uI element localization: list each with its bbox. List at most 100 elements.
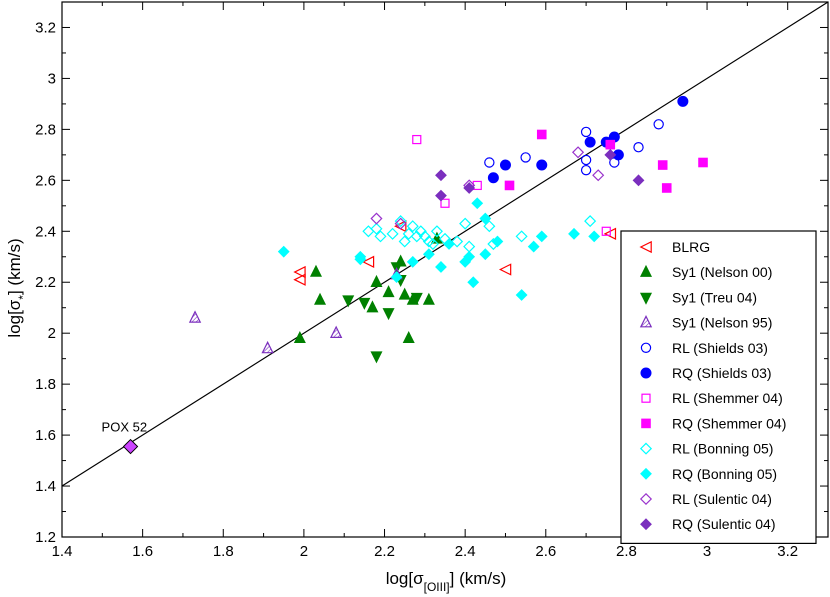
data-point-rl-shields-03 [653, 119, 664, 130]
data-point-rq-shields-03 [677, 95, 689, 107]
data-point-rq-sulentic-04 [435, 169, 447, 182]
data-point-rl-shields-03 [580, 126, 592, 138]
data-point-rl-bonning-05 [451, 235, 464, 248]
data-point-rl-shields-03 [633, 142, 644, 153]
data-point-rl-shields-03 [484, 157, 495, 168]
x-tick-label: 1.6 [132, 543, 153, 560]
data-point-rl-bonning-05 [463, 240, 476, 253]
legend-label: RL (Shemmer 04) [672, 390, 783, 406]
x-tick-label: 1.8 [213, 543, 234, 560]
y-tick-label: 3.2 [35, 19, 56, 36]
data-point-rl-bonning-05 [515, 230, 528, 243]
data-point-rl-bonning-05 [398, 235, 411, 248]
data-point-rl-bonning-05 [483, 220, 496, 233]
data-point-sy1-nelson-00 [370, 274, 383, 287]
data-point-rl-shields-03 [580, 154, 592, 166]
data-point-sy1-nelson-95 [329, 325, 343, 338]
data-point-rq-bonning-05 [535, 230, 548, 243]
y-tick-label: 3 [48, 70, 56, 87]
data-point-rl-sulentic-04 [370, 212, 383, 225]
data-point-rl-shemmer-04 [412, 134, 422, 145]
data-point-rq-bonning-05 [435, 261, 447, 273]
data-point-rq-bonning-05 [390, 271, 403, 284]
legend-label: RQ (Sulentic 04) [672, 516, 775, 532]
data-point-pox-52 [122, 438, 139, 455]
data-point-blrg [361, 255, 375, 269]
data-points [122, 95, 708, 455]
legend-label: Sy1 (Nelson 00) [672, 264, 772, 280]
x-tick-label: 3 [703, 543, 711, 560]
data-point-rl-shields-03 [520, 152, 531, 163]
data-point-sy1-nelson-00 [382, 285, 395, 298]
legend-marker [639, 292, 653, 305]
x-tick-label: 3.2 [777, 543, 798, 560]
data-point-rl-bonning-05 [430, 225, 443, 238]
data-point-rq-shields-03 [499, 159, 511, 171]
data-point-rq-bonning-05 [568, 227, 580, 240]
data-point-rq-bonning-05 [515, 289, 528, 301]
data-point-rq-shemmer-04 [536, 129, 547, 140]
legend-marker [640, 467, 652, 480]
data-point-rq-bonning-05 [588, 230, 601, 243]
legend-label: Sy1 (Treu 04) [672, 289, 757, 305]
x-tick-label: 2 [300, 543, 308, 560]
data-point-rl-shemmer-04 [601, 226, 611, 236]
legend-box [620, 230, 817, 544]
data-point-sy1-treu-04 [410, 292, 423, 305]
data-point-sy1-treu-04 [382, 308, 395, 321]
y-tick-label: 2.6 [35, 172, 56, 189]
legend-label: RQ (Shemmer 04) [672, 415, 786, 431]
legend-marker [639, 315, 653, 328]
data-point-rl-sulentic-04 [571, 146, 585, 159]
data-point-rl-bonning-05 [394, 215, 407, 228]
legend-marker [641, 418, 651, 429]
legend-label: RL (Bonning 05) [672, 441, 773, 457]
data-point-rl-bonning-05 [459, 217, 472, 230]
data-point-rq-shemmer-04 [504, 180, 515, 191]
y-tick-label: 1.2 [35, 529, 56, 546]
pox52-annotation: POX 52 [102, 420, 148, 435]
data-point-sy1-treu-04 [342, 295, 355, 308]
data-point-rl-sulentic-04 [592, 169, 605, 182]
data-point-rl-sulentic-04 [394, 217, 407, 230]
data-point-rl-bonning-05 [374, 230, 387, 243]
data-point-sy1-nelson-00 [314, 292, 327, 305]
data-point-rq-bonning-05 [527, 240, 540, 253]
legend-marker [640, 367, 652, 379]
plot-frame [61, 1, 829, 538]
data-point-blrg [498, 263, 512, 276]
data-point-rl-bonning-05 [410, 230, 423, 243]
legend-marker [640, 342, 652, 353]
data-point-rq-bonning-05 [277, 245, 290, 258]
legend-marker [639, 442, 653, 455]
data-point-rl-bonning-05 [418, 230, 431, 243]
x-tick-label: 2.6 [535, 543, 556, 560]
data-point-sy1-nelson-00 [366, 300, 379, 313]
data-point-rl-shemmer-04 [472, 180, 482, 191]
data-point-rl-bonning-05 [406, 220, 419, 233]
legend-label: RL (Sulentic 04) [672, 491, 772, 507]
data-point-rq-shemmer-04 [661, 183, 672, 193]
legend-label: RQ (Bonning 05) [672, 466, 777, 482]
data-point-sy1-nelson-95 [188, 310, 202, 323]
data-point-rl-bonning-05 [426, 237, 439, 251]
data-point-rq-sulentic-04 [604, 148, 617, 161]
x-tick-label: 2.4 [455, 543, 476, 560]
data-point-sy1-nelson-95 [261, 340, 274, 354]
data-point-blrg [293, 265, 306, 279]
data-point-rq-sulentic-04 [463, 182, 476, 194]
data-point-sy1-treu-04 [370, 351, 383, 364]
y-tick-label: 2.2 [35, 274, 56, 291]
y-tick-label: 1.6 [35, 427, 56, 444]
data-point-rq-bonning-05 [463, 250, 476, 263]
data-point-rq-bonning-05 [467, 276, 480, 289]
data-point-sy1-nelson-00 [309, 264, 322, 277]
legend: BLRG Sy1 (Nelson 00) Sy1 (Treu 04) Sy1 (Nel… [620, 230, 817, 544]
data-point-sy1-nelson-00 [402, 330, 415, 343]
data-point-rq-sulentic-04 [435, 189, 447, 202]
data-point-blrg [293, 273, 306, 286]
y-tick-label: 1.8 [35, 376, 56, 393]
data-point-rq-bonning-05 [406, 255, 419, 268]
x-axis-title: log[σ[OIII]] (km/s) [386, 569, 507, 594]
